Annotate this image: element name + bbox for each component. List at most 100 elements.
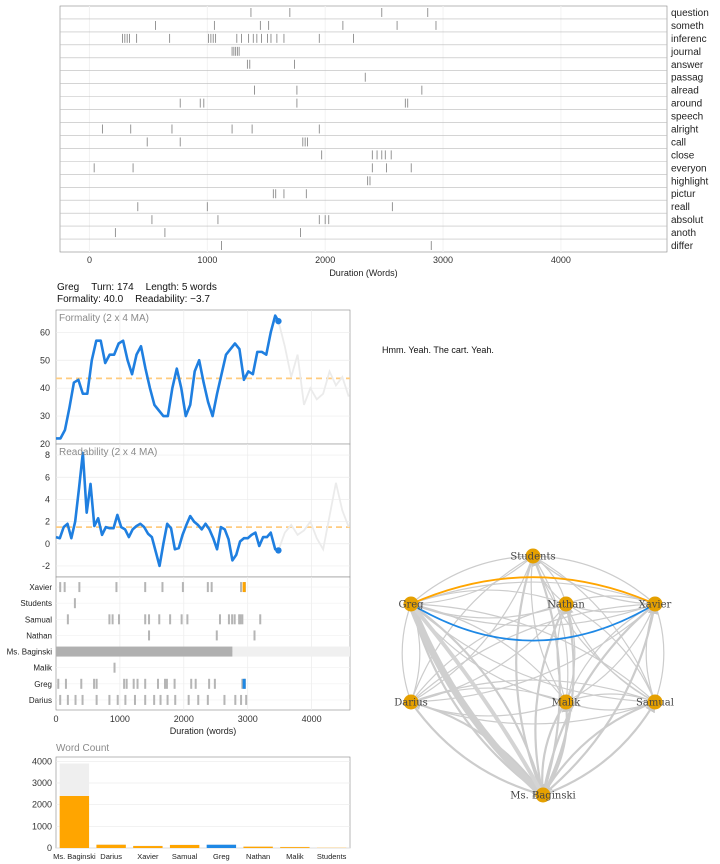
word-count-category-label: Greg bbox=[213, 852, 230, 861]
timeline-turn-mark bbox=[116, 694, 119, 705]
timeline-turn-mark bbox=[108, 694, 111, 705]
speaker-network: Students Greg Nathan Xavier Darius Malik Samua… bbox=[394, 548, 674, 803]
turn-info: Greg Turn: 174 Length: 5 words Formality: … bbox=[57, 282, 229, 306]
dispersion-term-label: passag bbox=[671, 73, 703, 84]
dispersion-panel bbox=[59, 5, 668, 253]
network-edge-heavy bbox=[409, 602, 545, 796]
timeline-turn-mark bbox=[66, 694, 69, 705]
network-node bbox=[525, 548, 541, 564]
timeline-turn-mark bbox=[136, 678, 139, 689]
word-count-category-label: Students bbox=[317, 852, 347, 861]
timeline-turn-span bbox=[56, 646, 233, 657]
timeline-turn-mark bbox=[156, 678, 159, 689]
network-edge bbox=[532, 555, 656, 703]
formality-plot: 20 30 40 50 60 Formality (2 x 4 MA) bbox=[40, 309, 351, 449]
dispersion-x-tick: 1000 bbox=[197, 255, 217, 265]
network-node-label: Ms. Baginski bbox=[510, 791, 575, 802]
network-node bbox=[535, 787, 551, 803]
word-count-title: Word Count bbox=[56, 743, 109, 754]
word-count-bar bbox=[243, 846, 273, 848]
formality-series-line bbox=[56, 314, 280, 440]
network-edge bbox=[410, 603, 656, 627]
timeline-turn-mark bbox=[231, 614, 234, 625]
timeline-turn-mark bbox=[206, 582, 209, 593]
network-edge bbox=[410, 603, 545, 796]
timeline-x-tick: 3000 bbox=[238, 714, 258, 724]
timeline-turn-mark bbox=[111, 614, 114, 625]
turn-number: Turn: 174 bbox=[91, 282, 134, 293]
network-edge bbox=[531, 554, 561, 796]
network-edge-current-turn bbox=[410, 603, 656, 642]
readability-y-tick: 2 bbox=[45, 517, 50, 527]
network-edge bbox=[645, 603, 656, 703]
network-edge bbox=[410, 601, 656, 703]
timeline-turn-mark bbox=[57, 678, 60, 689]
formality-y-tick: 20 bbox=[40, 439, 50, 449]
timeline-turn-mark bbox=[241, 614, 244, 625]
timeline-turn-mark bbox=[197, 694, 200, 705]
dispersion-term-label: pictur bbox=[671, 189, 696, 200]
word-count-y-tick: 1000 bbox=[32, 821, 52, 831]
timeline-turn-mark bbox=[210, 582, 213, 593]
formality-current-point bbox=[275, 317, 282, 325]
current-utterance: Hmm. Yeah. The cart. Yeah. bbox=[382, 345, 494, 355]
dispersion-term-label: answer bbox=[671, 60, 704, 71]
word-count-bar bbox=[206, 844, 237, 848]
formality-y-tick: 30 bbox=[40, 411, 50, 421]
dispersion-term-label: alread bbox=[671, 86, 699, 97]
readability-y-tick: 6 bbox=[45, 472, 50, 482]
word-count-y-tick: 4000 bbox=[32, 756, 52, 766]
network-edge bbox=[410, 603, 656, 703]
network-node-label: Xavier bbox=[639, 600, 672, 611]
word-count-category-label: Samual bbox=[172, 852, 198, 861]
network-node-label: Samual bbox=[636, 698, 674, 709]
network-node bbox=[558, 596, 574, 612]
timeline-turn-mark bbox=[239, 614, 242, 625]
network-edge bbox=[410, 701, 545, 798]
network-edge-heavy bbox=[407, 602, 546, 798]
network-edge bbox=[410, 555, 534, 605]
timeline-turn-mark bbox=[180, 614, 183, 625]
timeline-turn-mark bbox=[161, 582, 164, 593]
dispersion-term-label: reall bbox=[671, 202, 690, 213]
dispersion-term-label: speech bbox=[671, 112, 703, 123]
timeline-turn-mark bbox=[213, 678, 216, 689]
network-edge bbox=[654, 603, 665, 703]
network-edge-current-addressee bbox=[410, 576, 656, 605]
network-edge bbox=[410, 602, 567, 703]
dispersion-x-label: Duration (Words) bbox=[329, 268, 397, 278]
timeline-turn-mark bbox=[240, 582, 243, 593]
network-node bbox=[558, 694, 574, 710]
timeline-turn-mark bbox=[165, 678, 168, 689]
formality-title: Formality (2 x 4 MA) bbox=[59, 313, 149, 324]
timeline-speaker-label: Greg bbox=[34, 680, 52, 689]
timeline-turn-mark bbox=[169, 614, 172, 625]
network-edge bbox=[410, 603, 656, 705]
word-count-bar bbox=[280, 847, 310, 848]
readability-y-tick: 4 bbox=[45, 494, 50, 504]
word-count-y-tick: 2000 bbox=[32, 800, 52, 810]
timeline-turn-mark bbox=[73, 598, 76, 609]
timeline-turn-mark bbox=[174, 694, 177, 705]
readability-current-point bbox=[275, 547, 282, 554]
network-node-label: Malik bbox=[552, 698, 582, 709]
network-node bbox=[647, 596, 663, 612]
timeline-turn-mark bbox=[64, 678, 67, 689]
network-edge bbox=[534, 603, 567, 797]
word-count-category-label: Xavier bbox=[137, 852, 159, 861]
timeline-turn-mark bbox=[187, 694, 190, 705]
timeline-turn-mark bbox=[133, 694, 136, 705]
timeline-turn-mark bbox=[215, 630, 218, 641]
timeline-current-turn bbox=[242, 678, 246, 689]
timeline-turn-mark bbox=[166, 694, 169, 705]
word-count-bar bbox=[133, 846, 163, 848]
readability-plot: -2 0 2 4 6 8 Readability (2 x 4 MA) bbox=[42, 443, 351, 578]
timeline-turn-mark bbox=[132, 678, 135, 689]
timeline-turn-mark bbox=[93, 678, 96, 689]
timeline-turn-mark bbox=[144, 694, 147, 705]
readability-series-line bbox=[55, 451, 279, 568]
timeline-turn-mark bbox=[253, 630, 256, 641]
timeline-turn-mark bbox=[223, 694, 226, 705]
word-count-bar bbox=[169, 844, 200, 848]
timeline-turn-mark bbox=[158, 614, 161, 625]
